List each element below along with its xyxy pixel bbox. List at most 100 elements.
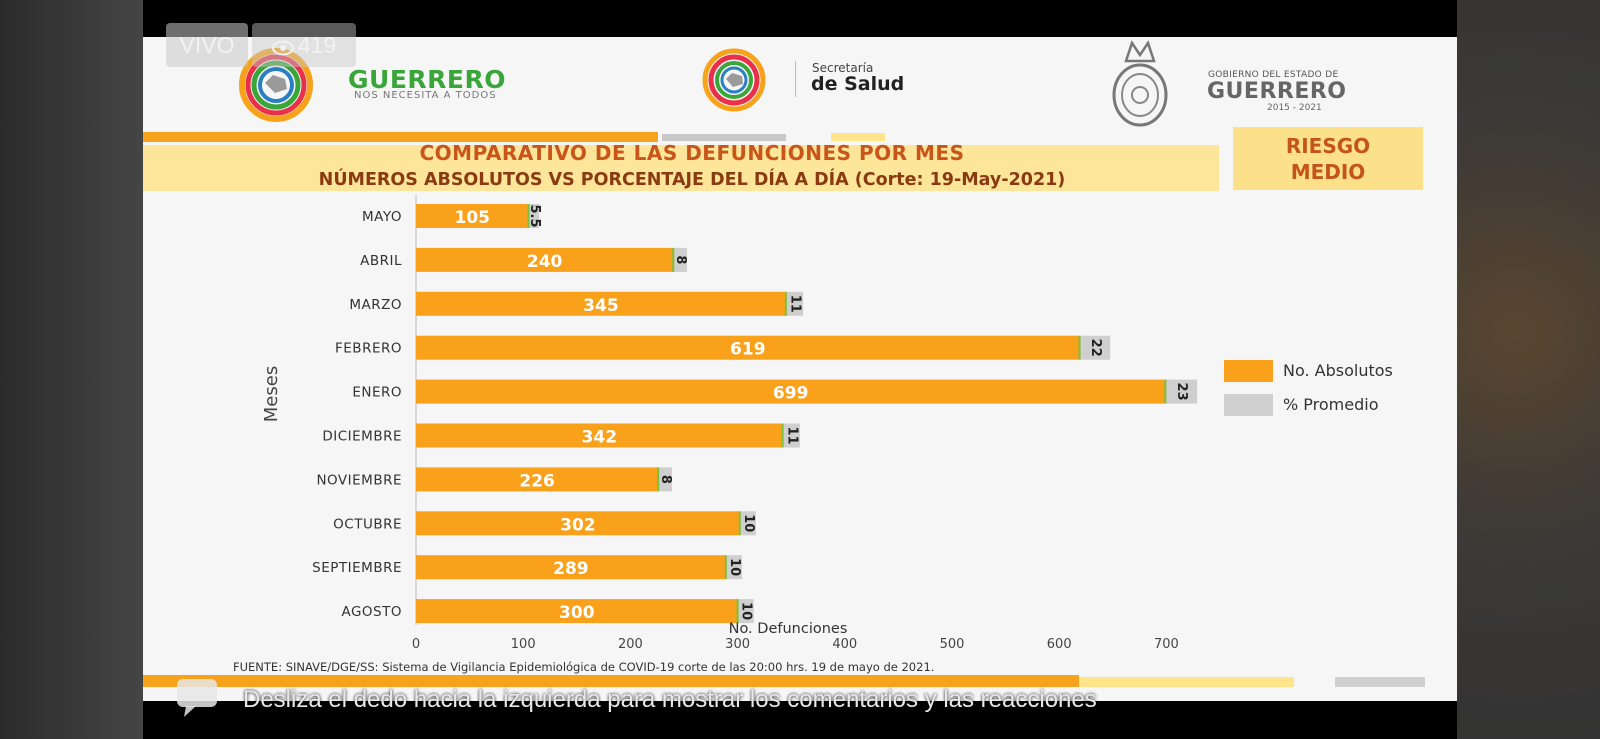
legend-swatch-promedio [1224, 394, 1273, 416]
guerrero-logo-name: GUERRERO [348, 65, 506, 94]
salud-logo-line2: de Salud [811, 73, 905, 95]
data-label-absolutos: 342 [582, 428, 618, 448]
data-label-absolutos: 240 [527, 252, 563, 272]
bar-absolutos [416, 204, 529, 228]
x-tick-label: 300 [725, 637, 750, 652]
viewer-count-badge: 419 [252, 23, 356, 67]
decor-bar-bottom-gray [1335, 677, 1425, 687]
bar-promedio [782, 423, 800, 448]
data-label-promedio: 10 [741, 514, 756, 532]
eye-icon [271, 40, 294, 56]
bar-promedio [673, 247, 687, 272]
bar-separator [1078, 335, 1081, 360]
guerrero-logo-icon [239, 48, 313, 122]
y-axis-title: Meses [261, 366, 282, 422]
category-label: ENERO [352, 385, 402, 401]
data-label-promedio: 8 [673, 255, 688, 264]
viewer-count: 419 [297, 32, 337, 58]
risk-badge-line1: RIESGO [1285, 134, 1371, 158]
decor-bar-orange [143, 132, 658, 142]
legend-label-promedio: % Promedio [1283, 395, 1379, 414]
category-label: DICIEMBRE [322, 429, 402, 445]
category-label: FEBRERO [335, 341, 402, 357]
data-label-promedio: 5.5 [527, 204, 542, 227]
data-label-absolutos: 226 [519, 471, 555, 491]
source-note: FUENTE: SINAVE/DGE/SS: Sistema de Vigila… [233, 660, 935, 674]
chart-subtitle: NÚMEROS ABSOLUTOS VS PORCENTAJE DEL DÍA … [318, 170, 1066, 190]
bar-separator [736, 599, 739, 624]
bar-promedio [725, 555, 742, 580]
data-label-absolutos: 289 [553, 559, 589, 579]
bar-separator [784, 291, 787, 316]
bar-separator [724, 555, 727, 580]
salud-divider [795, 61, 796, 97]
data-label-absolutos: 345 [583, 296, 619, 316]
bar-absolutos [416, 467, 659, 492]
category-label: SEPTIEMBRE [312, 560, 402, 576]
bar-separator [1164, 379, 1167, 404]
bar-separator [657, 467, 660, 492]
category-label: NOVIEMBRE [316, 472, 402, 488]
chart-title: COMPARATIVO DE LAS DEFUNCIONES POR MES [419, 141, 965, 165]
gobierno-logo-line1: GOBIERNO DEL ESTADO DE [1208, 70, 1339, 80]
category-label: MARZO [349, 297, 402, 313]
data-label-absolutos: 619 [730, 340, 766, 360]
decor-bar-gray [662, 134, 786, 141]
comment-icon[interactable] [176, 678, 218, 718]
decor-bar-yellow [831, 133, 885, 141]
bar-promedio [739, 511, 756, 536]
bar-promedio [785, 291, 804, 316]
data-label-promedio: 10 [727, 558, 742, 576]
background-right [1457, 0, 1600, 739]
swipe-hint: Desliza el dedo hacia la izquierda para … [243, 686, 1097, 713]
legend-label-absolutos: No. Absolutos [1283, 361, 1393, 380]
x-axis-title: No. Defunciones [729, 621, 848, 637]
data-label-promedio: 11 [784, 426, 799, 444]
bar-absolutos [416, 335, 1080, 360]
data-label-absolutos: 302 [560, 515, 596, 535]
bar-separator [738, 511, 741, 536]
category-label: ABRIL [360, 253, 402, 269]
gobierno-logo-line3: 2015 - 2021 [1267, 103, 1322, 113]
data-label-promedio: 8 [658, 475, 673, 484]
decor-bar-bottom-yellow [1079, 677, 1294, 687]
salud-logo-icon [702, 48, 766, 112]
gobierno-seal-icon [1112, 40, 1168, 127]
title-band [143, 145, 1219, 191]
data-label-absolutos: 699 [773, 384, 809, 404]
category-label: AGOSTO [341, 604, 402, 620]
data-label-promedio: 22 [1088, 339, 1103, 357]
bar-separator [781, 423, 784, 448]
bar-promedio [1079, 335, 1111, 360]
salud-logo-line1: Secretaría [812, 61, 874, 75]
x-tick-label: 700 [1154, 637, 1179, 652]
x-tick-label: 500 [940, 637, 965, 652]
background-left [0, 0, 143, 739]
bar-absolutos [416, 291, 786, 316]
bar-promedio [658, 467, 672, 492]
category-label: OCTUBRE [333, 516, 402, 532]
bar-absolutos [416, 555, 726, 580]
risk-badge-line2: MEDIO [1290, 160, 1366, 184]
data-label-promedio: 10 [739, 602, 754, 620]
bar-absolutos [416, 423, 783, 448]
data-label-promedio: 11 [787, 295, 802, 313]
bar-absolutos [416, 379, 1166, 404]
deaths-bar-chart: MAYO 105 5.5 ABRIL 240 8 MARZO 345 11 FEBRERO 619 2… [261, 195, 1198, 652]
data-label-promedio: 23 [1174, 383, 1189, 401]
bar-absolutos [416, 511, 740, 536]
bar-separator [527, 204, 530, 228]
x-tick-label: 200 [618, 637, 643, 652]
x-tick-label: 400 [832, 637, 857, 652]
video-frame[interactable]: GUERRERO NOS NECESITA A TODOS Secretaría… [143, 0, 1457, 739]
gobierno-logo-line2: GUERRERO [1207, 79, 1347, 104]
data-label-absolutos: 300 [559, 603, 595, 623]
x-tick-label: 0 [412, 637, 420, 652]
bar-absolutos [416, 247, 674, 272]
guerrero-logo-tagline: NOS NECESITA A TODOS [354, 90, 497, 101]
risk-badge: RIESGO MEDIO [1233, 127, 1423, 190]
bar-promedio [528, 204, 540, 228]
bar-separator [672, 247, 675, 272]
bar-promedio [737, 599, 754, 624]
slide: GUERRERO NOS NECESITA A TODOS Secretaría… [143, 37, 1457, 701]
